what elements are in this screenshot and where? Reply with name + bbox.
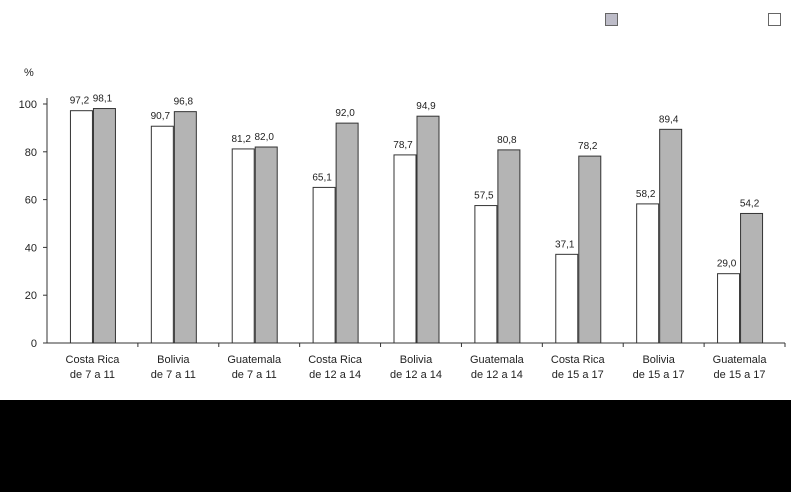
black-band xyxy=(0,400,791,492)
y-tick-label: 80 xyxy=(25,147,37,159)
legend-swatch-series-1 xyxy=(768,13,781,26)
bar-value-label: 57,5 xyxy=(474,191,494,202)
category-label: Costa Rica xyxy=(308,354,363,366)
bar-series-1 xyxy=(231,148,255,344)
category-label: de 7 a 11 xyxy=(151,369,196,381)
bar-series-2 xyxy=(254,146,278,344)
y-tick-label: 60 xyxy=(25,195,37,207)
y-tick-label: 100 xyxy=(19,99,37,111)
category-label: de 12 a 14 xyxy=(390,369,442,381)
bar-value-label: 81,2 xyxy=(231,134,251,145)
bar-value-label: 90,7 xyxy=(151,111,171,122)
bar-value-label: 29,0 xyxy=(717,259,737,270)
bar-series-1 xyxy=(717,273,741,344)
category-label: Guatemala xyxy=(713,354,768,366)
bar-value-label: 58,2 xyxy=(636,189,656,200)
category-label: Costa Rica xyxy=(66,354,121,366)
bar-series-1 xyxy=(69,110,93,344)
bar-series-2 xyxy=(740,212,764,344)
category-label: Guatemala xyxy=(470,354,525,366)
bar-value-label: 78,2 xyxy=(578,141,598,152)
bar-value-label: 98,1 xyxy=(93,94,113,105)
category-label: de 15 a 17 xyxy=(552,369,604,381)
bar-value-label: 96,8 xyxy=(174,97,194,108)
bar-value-label: 37,1 xyxy=(555,239,575,250)
bar-value-label: 80,8 xyxy=(497,135,517,146)
bar-value-label: 94,9 xyxy=(416,101,436,112)
bar-series-1 xyxy=(312,186,336,344)
category-label: de 12 a 14 xyxy=(471,369,523,381)
category-label: de 15 a 17 xyxy=(714,369,766,381)
category-label: Bolivia xyxy=(400,354,433,366)
legend-swatch-series-2 xyxy=(605,13,618,26)
y-tick-label: 20 xyxy=(25,290,37,302)
category-label: de 7 a 11 xyxy=(232,369,277,381)
bar-value-label: 82,0 xyxy=(254,132,274,143)
bar-series-1 xyxy=(474,205,498,344)
category-label: de 7 a 11 xyxy=(70,369,115,381)
chart-canvas: % 0 20 40 60 80 100 97,2 98,1 Costa Rica de 7 a 11… xyxy=(19,67,786,381)
bar-series-1 xyxy=(555,253,579,344)
bar-series-2 xyxy=(659,128,683,344)
bar-series-2 xyxy=(578,155,602,344)
y-tick-label: 0 xyxy=(31,338,37,350)
bar-series-1 xyxy=(636,203,660,344)
bar-series-1 xyxy=(393,154,417,344)
bar-series-2 xyxy=(92,108,116,344)
bar-series-2 xyxy=(497,149,521,344)
bar-series-2 xyxy=(173,111,197,344)
category-label: Bolivia xyxy=(642,354,675,366)
y-tick-label: 40 xyxy=(25,242,37,254)
category-label: de 12 a 14 xyxy=(309,369,361,381)
bar-series-2 xyxy=(416,115,440,344)
bar-value-label: 97,2 xyxy=(70,96,90,107)
bar-series-1 xyxy=(150,125,174,344)
category-label: de 15 a 17 xyxy=(633,369,685,381)
category-label: Guatemala xyxy=(227,354,282,366)
category-label: Costa Rica xyxy=(551,354,606,366)
category-label: Bolivia xyxy=(157,354,190,366)
bar-value-label: 54,2 xyxy=(740,198,760,209)
bar-value-label: 65,1 xyxy=(312,172,332,183)
y-axis-label: % xyxy=(24,67,34,79)
bar-value-label: 92,0 xyxy=(335,108,355,119)
bar-value-label: 89,4 xyxy=(659,114,679,125)
bar-value-label: 78,7 xyxy=(393,140,413,151)
bar-chart: % 0 20 40 60 80 100 97,2 98,1 Costa Rica de 7 a 11… xyxy=(19,67,786,381)
bar-series-2 xyxy=(335,122,359,344)
